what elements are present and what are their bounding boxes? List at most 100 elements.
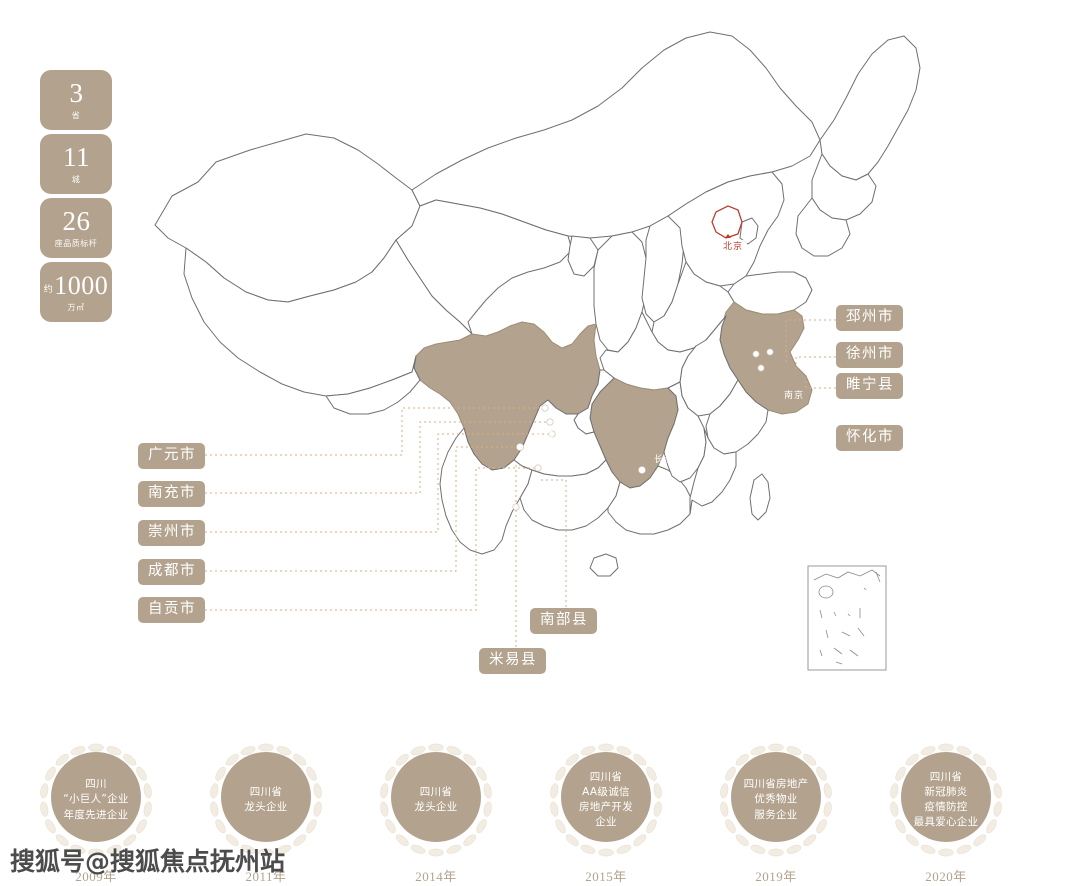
label-suining[interactable]: 睢宁县 (836, 373, 903, 399)
province-yunnan (439, 427, 533, 555)
medal-line: 四川省 (419, 785, 453, 798)
stat-chip-provinces: 3 省 (40, 70, 112, 130)
medal-line: 最具爱心企业 (913, 816, 979, 829)
medal-disc (221, 752, 311, 842)
stat-unit: 城 (71, 175, 81, 184)
medal-line: 四川省 (249, 785, 283, 798)
medal-graphic: 四川省房地产 优秀物业 服务企业 (718, 742, 834, 858)
label-xuzhou[interactable]: 徐州市 (836, 342, 903, 368)
label-zigong[interactable]: 自贡市 (138, 597, 205, 623)
south-china-sea-inset (807, 565, 887, 671)
city-dot-nanchong (546, 418, 554, 426)
laurel-wreath-icon (40, 743, 152, 857)
label-guangyuan[interactable]: 广元市 (138, 443, 205, 469)
medal-line: 四川省 (929, 770, 963, 783)
medal-disc (51, 752, 141, 842)
medal-line: 年度先进企业 (63, 808, 129, 821)
label-pizhou[interactable]: 邳州市 (836, 305, 903, 331)
province-jiangxi (663, 381, 707, 483)
medal-text: 四川 “小巨人”企业 年度先进企业 (38, 742, 154, 858)
map-label-nanjing: 南京 (784, 389, 804, 401)
award-badge: 四川省 AA级诚信 房地产开发 企业 2015年 (548, 742, 664, 885)
medal-line: 龙头企业 (414, 801, 458, 813)
label-nanbu[interactable]: 南部县 (530, 608, 597, 634)
stat-value: 3 (69, 78, 84, 108)
medal-line: 服务企业 (754, 808, 798, 821)
label-nanchong[interactable]: 南充市 (138, 481, 205, 507)
map-label-beijing: 北京 (723, 240, 743, 252)
stat-chip-benchmarks: 26 座品质标杆 (40, 198, 112, 258)
medal-graphic: 四川省 新冠肺炎 疫情防控 最具爱心企业 (888, 742, 1004, 858)
award-year: 2020年 (925, 869, 967, 884)
city-dot-xuzhou (766, 348, 774, 356)
award-badge: 四川省 龙头企业 2014年 (378, 742, 494, 885)
map-label-changsha: 长沙 (654, 453, 674, 465)
label-chongzhou[interactable]: 崇州市 (138, 520, 205, 546)
connector-chongzhou (180, 433, 552, 533)
medal-line: 四川省 (589, 770, 623, 783)
stat-prefix: 约 (43, 283, 54, 294)
site-watermark: 搜狐号@搜狐焦点抚州站 (10, 847, 286, 876)
connector-chengdu (180, 446, 520, 572)
laurel-wreath-icon (720, 743, 832, 857)
label-huaihua[interactable]: 怀化市 (836, 425, 903, 451)
medal-graphic: 四川省 龙头企业 (378, 742, 494, 858)
connector-guangyuan (180, 407, 545, 456)
medal-disc (731, 752, 821, 842)
award-year: 2015年 (585, 869, 627, 884)
medal-text: 四川省 龙头企业 (378, 742, 494, 858)
laurel-wreath-icon (550, 743, 662, 857)
medal-line: 新冠肺炎 (924, 785, 968, 798)
medal-text: 四川省 龙头企业 (208, 742, 324, 858)
award-year: 2014年 (415, 869, 457, 884)
connector-suining (805, 378, 836, 389)
city-dot-zigong (534, 464, 542, 472)
map-label-chengdu: 成都 (534, 429, 554, 441)
stat-chip-area: 约 1000 万㎡ (40, 262, 112, 322)
province-hubei (599, 311, 697, 391)
province-heilongjiang (819, 35, 921, 181)
award-year: 2011年 (245, 869, 287, 884)
stat-unit: 省 (71, 111, 81, 120)
laurel-wreath-icon (890, 743, 1002, 857)
city-tianjin-outline (739, 217, 759, 245)
city-dot-pizhou (752, 350, 760, 358)
stat-number-wrap: 3 (69, 80, 84, 107)
laurel-wreath-icon (380, 743, 492, 857)
province-guangdong (607, 465, 693, 535)
award-badge: 四川 “小巨人”企业 年度先进企业 2009年 (38, 742, 154, 885)
city-dot-chengdu (516, 443, 524, 451)
stat-number-wrap: 11 (62, 144, 90, 171)
beijing-marker: 北京 (711, 205, 747, 252)
medal-graphic: 四川省 龙头企业 (208, 742, 324, 858)
province-tibet-tail (325, 355, 421, 415)
medal-disc (901, 752, 991, 842)
medal-line: 四川 (85, 778, 107, 791)
medal-graphic: 四川 “小巨人”企业 年度先进企业 (38, 742, 154, 858)
china-map-svg: 成都 南京 长沙 北京 (154, 31, 921, 671)
stat-chip-cities: 11 城 (40, 134, 112, 194)
connector-miyi (515, 464, 520, 662)
medal-disc (391, 752, 481, 842)
label-chengdu[interactable]: 成都市 (138, 559, 205, 585)
province-gansu (395, 199, 573, 335)
award-badge: 四川省房地产 优秀物业 服务企业 2019年 (718, 742, 834, 885)
province-hainan (589, 553, 619, 577)
medal-line: 龙头企业 (244, 801, 288, 813)
laurel-wreath-icon (210, 743, 322, 857)
medal-text: 四川省房地产 优秀物业 服务企业 (718, 742, 834, 858)
connector-xuzhou (795, 356, 836, 370)
award-badge: 四川省 新冠肺炎 疫情防控 最具爱心企业 2020年 (888, 742, 1004, 885)
medal-line: “小巨人”企业 (63, 793, 129, 806)
connector-zigong (180, 467, 538, 611)
medal-line: 疫情防控 (924, 801, 968, 813)
label-miyi[interactable]: 米易县 (479, 648, 546, 674)
stat-value: 26 (62, 206, 91, 236)
province-fujian (689, 427, 737, 515)
medal-line: 四川省房地产 (743, 778, 809, 791)
stat-value: 11 (63, 142, 90, 172)
award-year: 2009年 (75, 869, 117, 884)
stat-value: 1000 (54, 270, 109, 300)
map-connectors (180, 319, 836, 662)
